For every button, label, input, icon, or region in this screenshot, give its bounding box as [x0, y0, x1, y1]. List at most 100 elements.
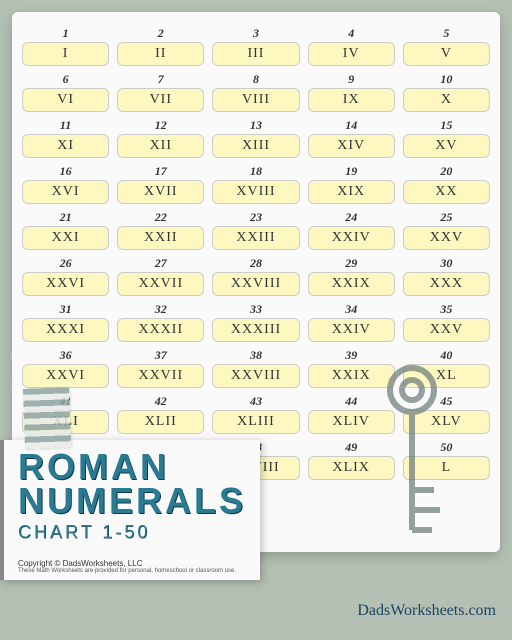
- numeral-cell: 10X: [403, 72, 490, 112]
- roman-numeral: XV: [403, 134, 490, 158]
- arabic-number: 11: [60, 118, 71, 133]
- roman-numeral: XX: [403, 180, 490, 204]
- numeral-cell: 31XXXI: [22, 302, 109, 342]
- arabic-number: 37: [155, 348, 167, 363]
- arabic-number: 2: [158, 26, 164, 41]
- roman-numeral: XXVI: [22, 272, 109, 296]
- arabic-number: 21: [60, 210, 72, 225]
- numeral-cell: 43XLIII: [212, 394, 299, 434]
- arabic-number: 8: [253, 72, 259, 87]
- numeral-cell: 1I: [22, 26, 109, 66]
- roman-numeral: VII: [117, 88, 204, 112]
- numeral-cell: 35XXV: [403, 302, 490, 342]
- arabic-number: 43: [250, 394, 262, 409]
- arabic-number: 15: [440, 118, 452, 133]
- arabic-number: 6: [63, 72, 69, 87]
- arabic-number: 24: [345, 210, 357, 225]
- numeral-cell: 33XXXIII: [212, 302, 299, 342]
- numeral-cell: 14XIV: [308, 118, 395, 158]
- roman-numeral: II: [117, 42, 204, 66]
- numeral-cell: 29XXIX: [308, 256, 395, 296]
- roman-numeral: XXVII: [117, 272, 204, 296]
- arabic-number: 27: [155, 256, 167, 271]
- arabic-number: 36: [60, 348, 72, 363]
- numeral-cell: 3III: [212, 26, 299, 66]
- arabic-number: 33: [250, 302, 262, 317]
- numeral-cell: 24XXIV: [308, 210, 395, 250]
- roman-numeral: XLII: [117, 410, 204, 434]
- roman-numeral: XVIII: [212, 180, 299, 204]
- numeral-cell: 16XVI: [22, 164, 109, 204]
- numeral-cell: 34XXIV: [308, 302, 395, 342]
- arabic-number: 20: [440, 164, 452, 179]
- roman-numeral: I: [22, 42, 109, 66]
- roman-numeral: XII: [117, 134, 204, 158]
- roman-numeral: XXV: [403, 318, 490, 342]
- numeral-cell: 8VIII: [212, 72, 299, 112]
- washi-tape-icon: [23, 387, 71, 449]
- roman-numeral: XXX: [403, 272, 490, 296]
- arabic-number: 17: [155, 164, 167, 179]
- numeral-cell: 21XXI: [22, 210, 109, 250]
- arabic-number: 3: [253, 26, 259, 41]
- arabic-number: 35: [440, 302, 452, 317]
- arabic-number: 19: [345, 164, 357, 179]
- roman-numeral: XXII: [117, 226, 204, 250]
- numeral-cell: 20XX: [403, 164, 490, 204]
- arabic-number: 4: [348, 26, 354, 41]
- brand-watermark: DadsWorksheets.com: [357, 602, 496, 620]
- key-icon: [362, 360, 462, 560]
- roman-numeral: XXIX: [308, 272, 395, 296]
- title-line-2: NUMERALS: [18, 484, 252, 518]
- roman-numeral: VIII: [212, 88, 299, 112]
- arabic-number: 38: [250, 348, 262, 363]
- title-subtitle: CHART 1-50: [18, 522, 252, 543]
- arabic-number: 12: [155, 118, 167, 133]
- numeral-cell: 6VI: [22, 72, 109, 112]
- numeral-cell: 22XXII: [117, 210, 204, 250]
- arabic-number: 5: [443, 26, 449, 41]
- numeral-cell: 5V: [403, 26, 490, 66]
- arabic-number: 44: [345, 394, 357, 409]
- numeral-cell: 23XXIII: [212, 210, 299, 250]
- numeral-cell: 4IV: [308, 26, 395, 66]
- roman-numeral: XXIII: [212, 226, 299, 250]
- disclaimer-text: These Math Worksheets are provided for p…: [18, 568, 252, 574]
- numeral-cell: 11XI: [22, 118, 109, 158]
- numeral-cell: 13XIII: [212, 118, 299, 158]
- arabic-number: 14: [345, 118, 357, 133]
- roman-numeral: XXXI: [22, 318, 109, 342]
- arabic-number: 32: [155, 302, 167, 317]
- numeral-cell: 9IX: [308, 72, 395, 112]
- roman-numeral: V: [403, 42, 490, 66]
- title-line-1: ROMAN: [18, 450, 252, 484]
- roman-numeral: X: [403, 88, 490, 112]
- roman-numeral: XIX: [308, 180, 395, 204]
- roman-numeral: XIV: [308, 134, 395, 158]
- arabic-number: 30: [440, 256, 452, 271]
- roman-numeral: IV: [308, 42, 395, 66]
- arabic-number: 39: [345, 348, 357, 363]
- arabic-number: 28: [250, 256, 262, 271]
- roman-numeral: XXVI: [22, 364, 109, 388]
- title-strip: ROMAN NUMERALS CHART 1-50 Copyright © Da…: [0, 440, 260, 580]
- numeral-cell: 26XXVI: [22, 256, 109, 296]
- roman-numeral: XXI: [22, 226, 109, 250]
- roman-numeral: XXVIII: [212, 272, 299, 296]
- arabic-number: 49: [345, 440, 357, 455]
- numeral-cell: 2II: [117, 26, 204, 66]
- roman-numeral: XXV: [403, 226, 490, 250]
- numeral-cell: 27XXVII: [117, 256, 204, 296]
- arabic-number: 9: [348, 72, 354, 87]
- numeral-cell: 32XXXII: [117, 302, 204, 342]
- arabic-number: 7: [158, 72, 164, 87]
- numeral-cell: 36XXVI: [22, 348, 109, 388]
- numeral-cell: 37XXVII: [117, 348, 204, 388]
- arabic-number: 1: [63, 26, 69, 41]
- roman-numeral: XIII: [212, 134, 299, 158]
- arabic-number: 25: [440, 210, 452, 225]
- numeral-cell: 15XV: [403, 118, 490, 158]
- arabic-number: 29: [345, 256, 357, 271]
- arabic-number: 31: [60, 302, 72, 317]
- arabic-number: 10: [440, 72, 452, 87]
